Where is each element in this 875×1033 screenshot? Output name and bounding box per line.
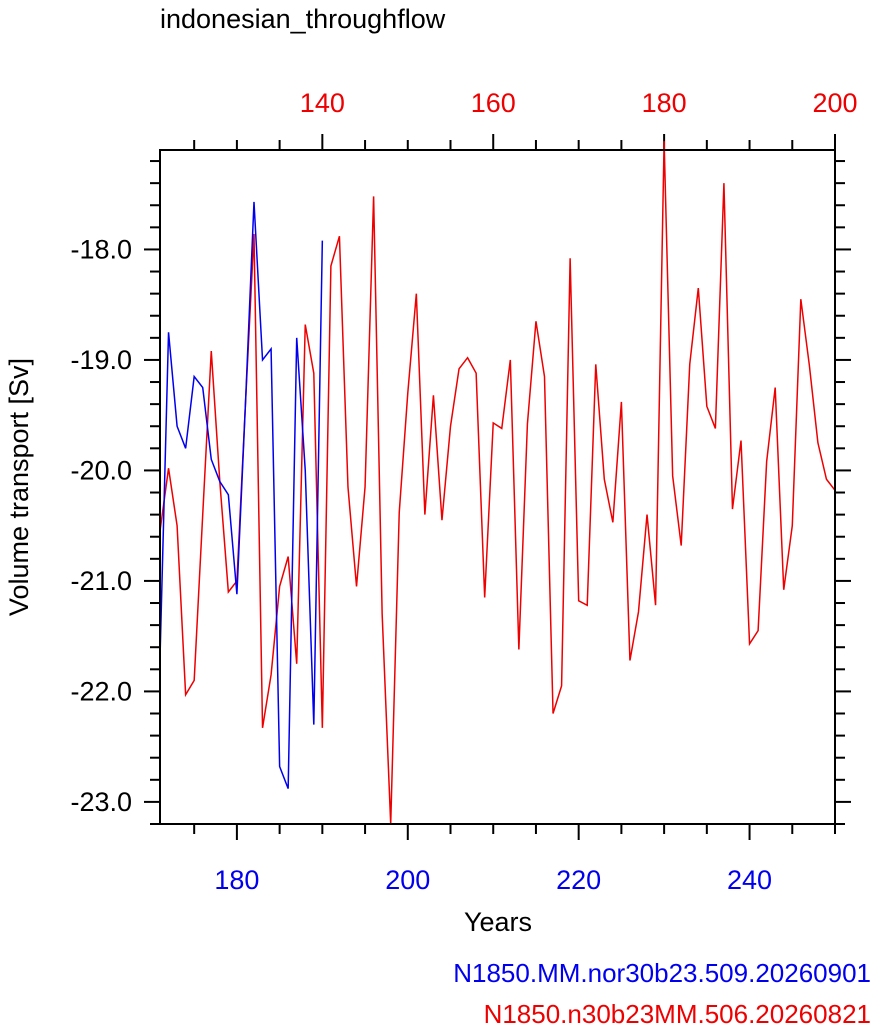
top-tick-label: 160 (471, 88, 516, 118)
top-tick-label: 200 (812, 88, 857, 118)
y-tick-label: -18.0 (70, 234, 132, 264)
bottom-tick-label: 240 (727, 865, 772, 895)
legend-entry-red: N1850.n30b23MM.506.20260821 (484, 999, 871, 1029)
y-axis-label: Volume transport [Sv] (4, 358, 34, 616)
y-tick-label: -23.0 (70, 787, 132, 817)
series-line-blue (159, 201, 324, 789)
y-tick-label: -19.0 (70, 345, 132, 375)
top-tick-label: 140 (300, 88, 345, 118)
series-line-red (159, 141, 836, 825)
y-tick-label: -22.0 (70, 676, 132, 706)
top-tick-label: 180 (642, 88, 687, 118)
top-axis: 140 160 180 200 (193, 88, 858, 150)
series-layer (159, 141, 836, 825)
bottom-tick-label: 180 (214, 865, 259, 895)
left-axis: -18.0 -19.0 -20.0 -21.0 -22.0 -23.0 (70, 160, 160, 825)
bottom-axis: 180 200 220 240 (193, 824, 836, 895)
chart-title: indonesian_throughflow (160, 4, 446, 34)
bottom-tick-label: 200 (385, 865, 430, 895)
plot-frame (159, 149, 836, 825)
right-axis (835, 160, 851, 825)
y-tick-label: -21.0 (70, 566, 132, 596)
bottom-tick-label: 220 (556, 865, 601, 895)
y-tick-label: -20.0 (70, 455, 132, 485)
x-axis-label: Years (464, 907, 532, 937)
legend-entry-blue: N1850.MM.nor30b23.509.20260901 (453, 958, 871, 988)
